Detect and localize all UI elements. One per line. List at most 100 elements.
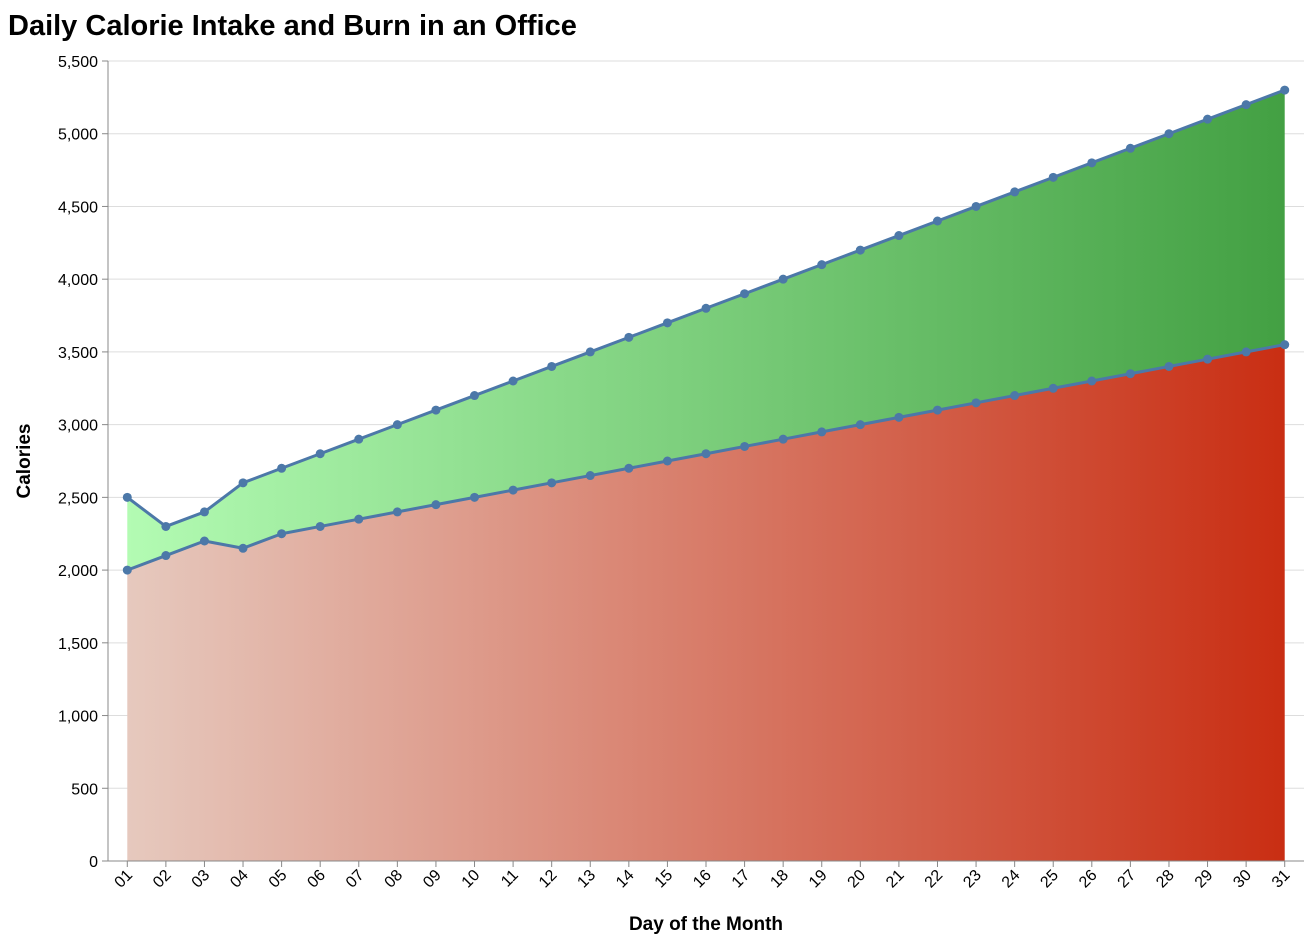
data-point-s0-01 [122,565,132,575]
area-lower-series [127,344,1285,861]
x-tick-label-09: 09 [420,867,445,892]
data-point-s1-24 [1010,187,1020,197]
x-tick-label-30: 30 [1230,867,1255,892]
chart-title: Daily Calorie Intake and Burn in an Offi… [8,10,577,42]
data-point-s1-05 [277,463,287,473]
data-point-s0-19 [817,427,827,437]
area-layer [127,90,1285,861]
x-tick-label-02: 02 [150,867,175,892]
y-tick-label-6: 3,000 [58,418,98,435]
x-tick-label-20: 20 [845,867,870,892]
data-point-s1-29 [1203,114,1213,124]
x-tick-label-31: 31 [1269,867,1294,892]
x-tick-label-18: 18 [767,867,792,892]
x-tick-label-29: 29 [1192,867,1217,892]
data-point-s0-02 [161,551,171,561]
x-tick-label-25: 25 [1037,867,1062,892]
x-tick-label-10: 10 [459,867,484,892]
data-point-s0-08 [392,507,402,517]
data-point-s0-15 [662,456,672,466]
x-tick-label-19: 19 [806,867,831,892]
data-point-s0-22 [932,405,942,415]
data-point-s0-20 [855,420,865,430]
x-tick-label-12: 12 [536,867,561,892]
x-tick-label-04: 04 [227,867,252,892]
data-point-s0-13 [585,471,595,481]
data-point-s0-25 [1048,383,1058,393]
data-point-s1-23 [971,201,981,211]
x-tick-label-17: 17 [729,867,754,892]
data-point-s1-27 [1125,143,1135,153]
point-layer [122,85,1290,575]
x-tick-label-08: 08 [382,867,407,892]
data-point-s1-25 [1048,172,1058,182]
y-tick-label-2: 1,000 [58,709,98,726]
data-point-s0-31 [1280,340,1290,350]
data-point-s0-26 [1087,376,1097,386]
y-tick-label-3: 1,500 [58,636,98,653]
data-point-s0-17 [740,441,750,451]
data-point-s1-28 [1164,129,1174,139]
data-point-s1-07 [354,434,364,444]
x-tick-label-06: 06 [304,867,329,892]
data-point-s0-04 [238,543,248,553]
data-point-s1-30 [1241,100,1251,110]
data-point-s1-13 [585,347,595,357]
x-tick-label-11: 11 [498,867,522,891]
x-tick-label-15: 15 [652,867,677,892]
x-tick-label-28: 28 [1153,867,1178,892]
x-tick-label-27: 27 [1115,867,1140,892]
y-tick-label-11: 5,500 [58,54,98,71]
data-point-s0-09 [431,500,441,510]
data-point-s1-22 [932,216,942,226]
x-tick-label-07: 07 [343,867,368,892]
data-point-s0-11 [508,485,518,495]
data-point-s0-03 [199,536,209,546]
data-point-s0-29 [1203,354,1213,364]
data-point-s1-03 [199,507,209,517]
data-point-s1-16 [701,303,711,313]
data-point-s0-05 [277,529,287,539]
data-point-s0-24 [1010,391,1020,401]
data-point-s0-12 [547,478,557,488]
data-point-s1-08 [392,420,402,430]
y-tick-label-9: 4,500 [58,199,98,216]
x-tick-label-26: 26 [1076,867,1101,892]
y-axis-title: Calories [14,424,35,499]
x-tick-label-23: 23 [960,867,985,892]
x-tick-label-16: 16 [690,867,715,892]
data-point-s1-04 [238,478,248,488]
y-tick-label-0: 0 [89,854,98,871]
data-point-s1-14 [624,332,634,342]
data-point-s1-21 [894,231,904,241]
data-point-s0-14 [624,463,634,473]
data-point-s0-10 [470,492,480,502]
data-point-s1-01 [122,492,132,502]
x-tick-label-24: 24 [999,867,1024,892]
axes: 0 500 1,000 1,500 2,000 2,500 3,000 3,500 4,000 4… [58,54,1304,891]
x-tick-label-05: 05 [266,867,291,892]
data-point-s1-02 [161,521,171,531]
data-point-s0-23 [971,398,981,408]
data-point-s1-10 [470,391,480,401]
area-upper-series [127,90,1285,571]
y-tick-label-8: 4,000 [58,272,98,289]
x-tick-label-22: 22 [922,867,947,892]
x-tick-label-21: 21 [883,867,908,892]
y-tick-label-10: 5,000 [58,127,98,144]
x-tick-label-14: 14 [613,867,638,892]
data-point-s0-30 [1241,347,1251,357]
data-point-s1-06 [315,449,325,459]
data-point-s1-26 [1087,158,1097,168]
data-point-s0-16 [701,449,711,459]
data-point-s1-31 [1280,85,1290,95]
data-point-s0-27 [1125,369,1135,379]
data-point-s1-20 [855,245,865,255]
data-point-s0-07 [354,514,364,524]
y-tick-label-4: 2,000 [58,563,98,580]
data-point-s1-19 [817,260,827,270]
x-tick-label-01: 01 [112,867,137,892]
data-point-s0-06 [315,521,325,531]
x-axis-title: Day of the Month [629,914,783,935]
